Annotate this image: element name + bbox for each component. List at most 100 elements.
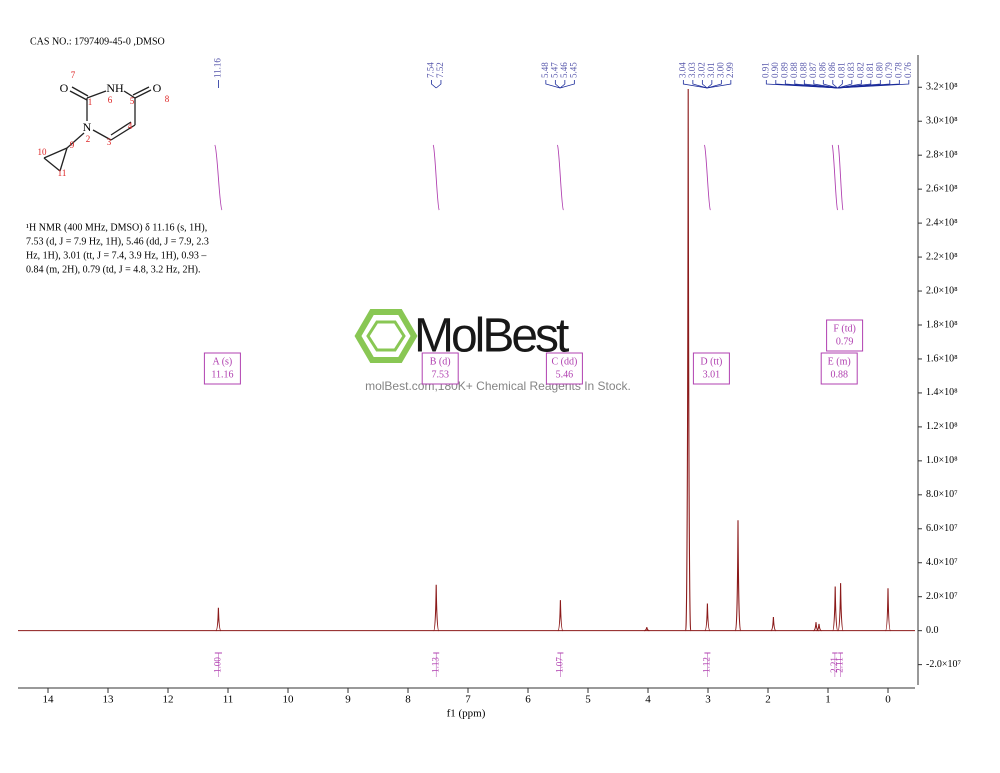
multiplet-name: A (s) <box>213 356 233 367</box>
x-tick-label: 8 <box>405 694 411 706</box>
y-tick-label: 3.2×10⁸ <box>926 82 958 93</box>
x-tick-label: 3 <box>705 694 711 706</box>
atom-number: 4 <box>128 121 133 131</box>
x-tick-label: 14 <box>43 694 55 706</box>
y-tick-label: 2.0×10⁸ <box>926 285 958 296</box>
peak-label: 0.82 <box>855 62 865 78</box>
peak-label: 0.91 <box>760 62 770 78</box>
structure <box>43 86 152 172</box>
multiplet-box <box>203 352 241 385</box>
peak-label: 5.48 <box>540 62 550 78</box>
multiplet-box <box>692 352 730 385</box>
atom-number: 10 <box>38 147 48 157</box>
nmr-description: ¹H NMR (400 MHz, DMSO) δ 11.16 (s, 1H), … <box>26 222 209 275</box>
peak <box>770 617 777 632</box>
multiplet-shift: 7.53 <box>431 369 449 380</box>
integral-label: 1.13 <box>430 657 440 673</box>
multiplet-shift: 3.01 <box>703 369 721 380</box>
peak <box>816 623 822 632</box>
peak <box>884 588 892 632</box>
peak-label: 5.47 <box>549 62 559 78</box>
peak-label: 3.01 <box>706 62 716 78</box>
atom-number: 9 <box>70 140 75 150</box>
integral-label: 2.21 <box>829 657 839 673</box>
x-tick-label: 4 <box>645 694 651 706</box>
watermark-tagline: molBest.com,180K+ Chemical Reagents In S… <box>365 379 631 393</box>
peak <box>644 627 650 632</box>
multiplet-shift: 11.16 <box>211 369 233 380</box>
x-tick-label: 9 <box>345 694 351 706</box>
multiplet-name: B (d) <box>430 356 451 367</box>
multiplet-shift: 0.88 <box>830 369 848 380</box>
peak-label: 0.76 <box>903 62 913 78</box>
y-tick-label: 3.0×10⁸ <box>926 116 958 127</box>
integral-label: 1.12 <box>701 657 711 673</box>
peak-label-connector <box>837 80 853 89</box>
peak-label: 0.87 <box>808 62 818 78</box>
integral-curve <box>556 144 564 211</box>
y-tick-label: 1.4×10⁸ <box>926 387 958 398</box>
nmr-line: ¹H NMR (400 MHz, DMSO) δ 11.16 (s, 1H), <box>26 222 207 233</box>
peak-label: 0.78 <box>893 62 903 78</box>
peak-label: 5.46 <box>559 62 569 78</box>
x-tick-label: 0 <box>885 694 891 706</box>
x-tick-label: 10 <box>283 694 295 706</box>
multiplet-shift: 5.46 <box>556 369 574 380</box>
peak-label: 0.88 <box>789 62 799 78</box>
peak <box>837 583 844 632</box>
peak-label: 0.83 <box>846 62 856 78</box>
peak-label-connector <box>431 80 437 89</box>
peak-label: 3.00 <box>715 62 725 78</box>
integral-label: 1.00 <box>212 657 222 673</box>
multiplet-box <box>820 352 858 385</box>
x-axis-title: f1 (ppm) <box>447 708 486 720</box>
y-tick-label: 2.8×10⁸ <box>926 149 958 160</box>
y-tick-label: 2.2×10⁸ <box>926 251 958 262</box>
peak-label-connector <box>692 80 708 89</box>
y-tick-label: 1.8×10⁸ <box>926 319 958 330</box>
x-tick-label: 11 <box>223 694 234 706</box>
y-tick-label: 2.0×10⁷ <box>926 591 958 602</box>
atom-label: N <box>83 120 92 134</box>
peak <box>433 584 440 632</box>
peak-label: 0.90 <box>770 62 780 78</box>
peak-label: 0.86 <box>817 62 827 78</box>
atom-number: 5 <box>130 96 135 106</box>
multiplet-box <box>421 352 459 385</box>
atom-number: 11 <box>58 168 67 178</box>
peak-label-connector <box>803 80 838 89</box>
watermark: MolBest molBest.com,180K+ Chemical Reage… <box>354 309 631 393</box>
y-tick-label: 0.0 <box>926 625 939 636</box>
peak-label-connector <box>701 80 708 89</box>
peak-label-connector <box>837 80 843 89</box>
peak-label-connector <box>554 80 561 89</box>
y-tick-label: 4.0×10⁷ <box>926 557 958 568</box>
atom-number: 8 <box>165 94 170 104</box>
integral-label: 1.07 <box>554 657 564 673</box>
cas-number: CAS NO.: 1797409-45-0 ,DMSO <box>30 36 165 47</box>
peak-label: 7.54 <box>426 62 436 78</box>
multiplet-name: E (m) <box>828 356 851 367</box>
atom-number: 2 <box>86 134 91 144</box>
peak-label-connector <box>813 80 838 89</box>
integral-curve <box>432 144 440 211</box>
integral-curve <box>703 144 711 211</box>
peak-label: 3.03 <box>687 62 697 78</box>
nmr-line: 7.53 (d, J = 7.9 Hz, 1H), 5.46 (dd, J = … <box>26 236 209 247</box>
y-tick-label: 2.6×10⁸ <box>926 183 958 194</box>
x-tick-label: 1 <box>825 694 831 706</box>
atom-label: O <box>60 81 69 95</box>
atom-number: 7 <box>71 70 76 80</box>
multiplet-shift: 0.79 <box>836 336 854 347</box>
atom-number: 6 <box>108 95 113 105</box>
multiplet-box <box>545 352 583 385</box>
peak-label: 0.86 <box>827 62 837 78</box>
x-tick-label: 6 <box>525 694 531 706</box>
y-tick-label: 1.6×10⁸ <box>926 353 958 364</box>
peak <box>215 607 222 632</box>
y-tick-label: 2.4×10⁸ <box>926 217 958 228</box>
integral-curve <box>214 144 223 211</box>
peak-label-connector <box>832 80 838 89</box>
peak-label: 0.81 <box>865 62 875 78</box>
